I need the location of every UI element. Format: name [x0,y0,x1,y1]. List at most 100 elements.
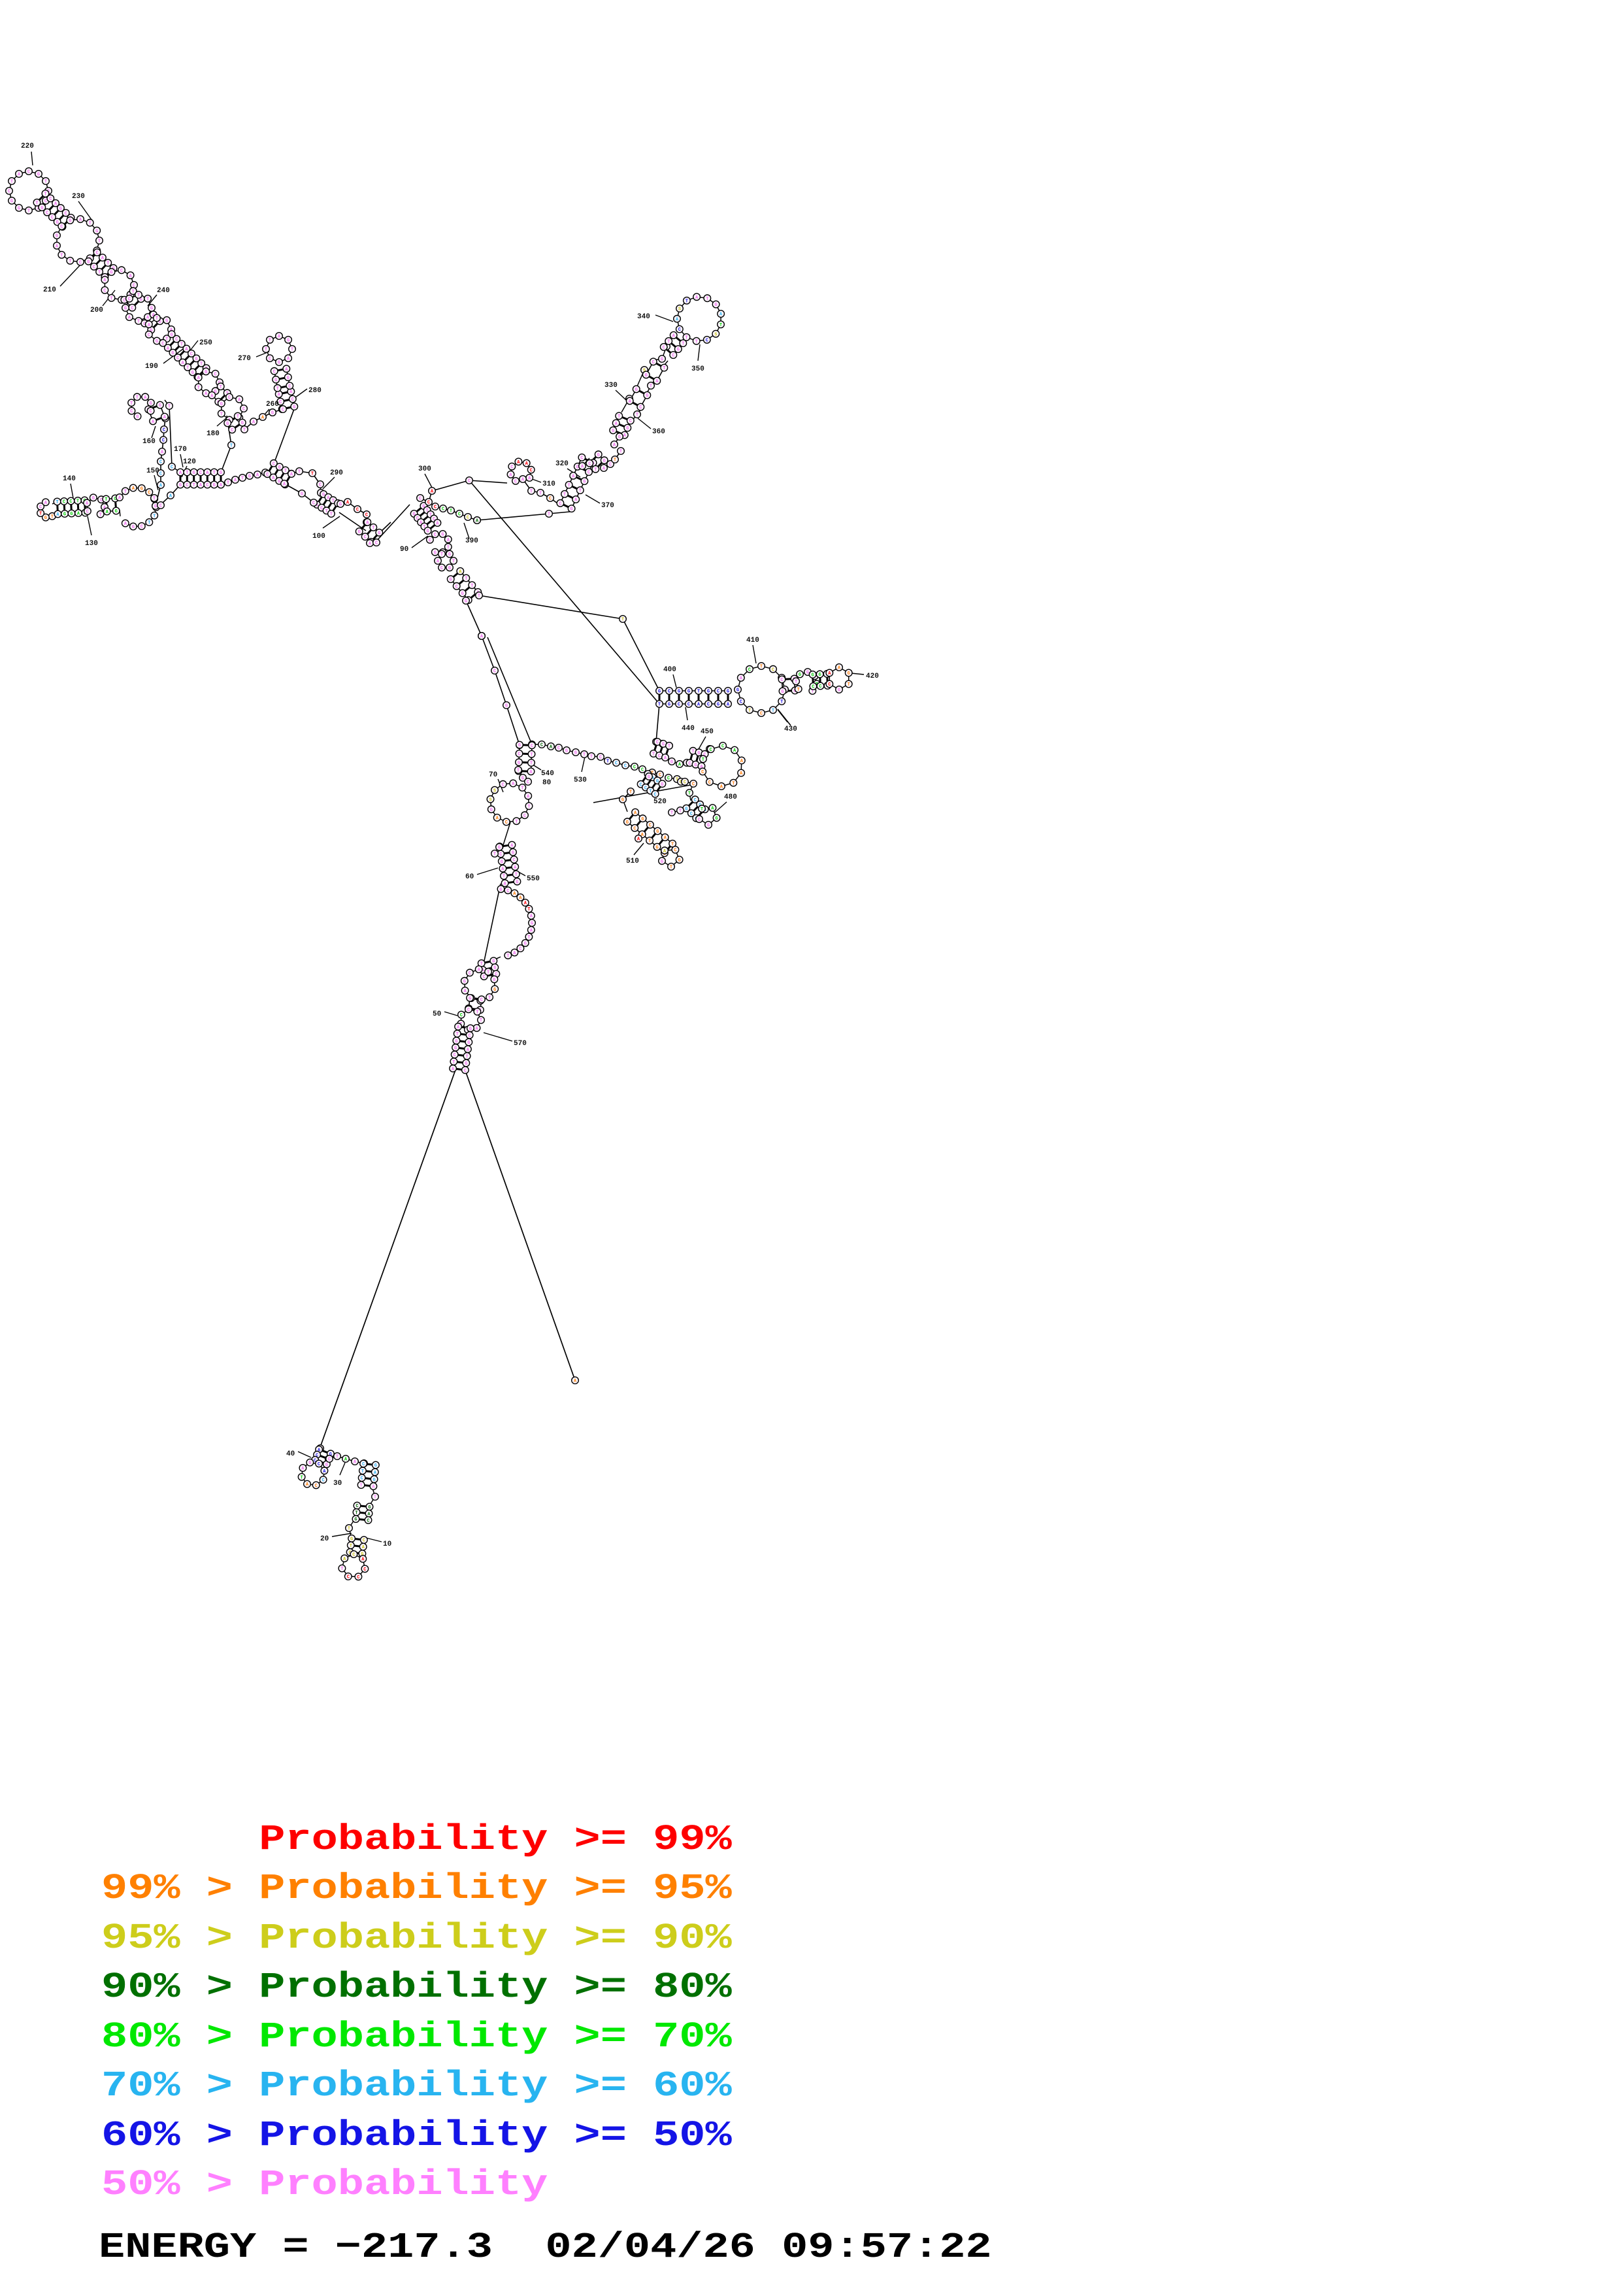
svg-text:C: C [458,512,461,518]
svg-text:G: G [518,761,520,766]
svg-text:T: T [670,811,673,816]
svg-text:G: G [274,378,277,383]
svg-text:G: G [434,550,437,556]
svg-text:G: G [37,173,40,178]
svg-text:130: 130 [85,540,98,548]
svg-text:C: C [273,369,276,374]
svg-text:G: G [87,260,90,265]
svg-text:C: C [361,1476,363,1482]
svg-text:C: C [483,975,486,980]
svg-text:440: 440 [682,725,695,733]
svg-text:C: C [367,1519,369,1524]
svg-text:350: 350 [691,365,704,373]
svg-text:410: 410 [746,637,759,644]
svg-text:T: T [465,1054,468,1059]
svg-text:T: T [146,297,149,303]
svg-text:T: T [291,348,293,353]
svg-text:G: G [205,370,207,375]
svg-text:T: T [478,594,480,599]
svg-text:C: C [347,1575,350,1580]
svg-text:T: T [220,385,222,390]
svg-text:G: G [241,421,244,426]
svg-text:T: T [471,584,473,589]
svg-text:530: 530 [574,776,587,784]
svg-text:G: G [490,808,493,813]
svg-text:C: C [427,501,430,506]
svg-text:T: T [702,757,704,763]
svg-text:G: G [717,703,719,708]
svg-text:G: G [95,229,98,234]
svg-text:T: T [539,491,542,497]
svg-text:G: G [220,471,222,476]
svg-text:T: T [521,786,523,791]
svg-text:C: C [288,384,291,390]
svg-text:T: T [361,1469,364,1474]
svg-text:G: G [374,1463,377,1469]
svg-text:C: C [440,566,443,571]
svg-text:G: G [159,403,161,408]
svg-text:G: G [248,474,251,480]
svg-text:C: C [46,210,48,216]
svg-text:T: T [780,700,783,705]
svg-text:C: C [615,761,618,767]
svg-text:170: 170 [174,446,187,454]
svg-text:T: T [663,366,665,371]
svg-text:C: C [199,471,202,476]
svg-text:T: T [732,781,735,786]
svg-text:T: T [340,1567,343,1572]
svg-text:G: G [565,749,568,754]
svg-text:G: G [141,487,143,492]
svg-text:C: C [812,685,814,690]
svg-text:T: T [98,271,101,276]
svg-text:T: T [359,1484,362,1489]
svg-text:C: C [123,298,125,303]
svg-text:C: C [540,743,543,748]
svg-text:520: 520 [653,798,667,806]
svg-text:T: T [686,299,688,305]
svg-text:C: C [315,1484,318,1489]
svg-text:310: 310 [542,480,555,488]
svg-text:390: 390 [465,537,478,545]
svg-text:260: 260 [266,401,279,408]
svg-text:G: G [18,207,20,212]
svg-text:C: C [464,1069,467,1074]
svg-text:C: C [672,354,674,359]
svg-text:G: G [655,845,658,850]
svg-text:C: C [480,998,483,1003]
svg-text:G: G [707,824,710,829]
svg-text:C: C [8,190,10,195]
svg-text:T: T [156,316,158,322]
svg-text:T: T [148,521,150,526]
svg-text:C: C [641,768,644,773]
svg-text:430: 430 [784,725,797,733]
svg-text:T: T [336,1455,339,1460]
svg-text:C: C [678,327,681,333]
svg-text:T: T [51,514,54,520]
svg-text:T: T [89,221,91,226]
svg-text:C: C [692,782,695,788]
svg-text:230: 230 [72,193,85,201]
svg-text:T: T [567,484,570,489]
svg-text:C: C [721,744,724,750]
svg-text:ENERGY = −217.3 02/04/26 09:5: ENERGY = −217.3 02/04/26 09:57:22 [99,2227,992,2268]
svg-text:T: T [447,545,450,550]
svg-text:G: G [641,817,644,822]
svg-text:T: T [493,852,496,857]
svg-text:510: 510 [626,857,639,865]
svg-text:T: T [193,483,195,488]
svg-text:270: 270 [238,355,251,363]
svg-text:G: G [499,888,502,893]
svg-text:T: T [186,366,189,371]
svg-text:210: 210 [43,286,56,294]
svg-text:C: C [79,260,82,265]
svg-text:G: G [469,997,471,1002]
svg-text:C: C [460,1013,463,1018]
svg-text:T: T [530,752,533,757]
svg-text:G: G [278,361,280,366]
svg-text:C: C [356,508,359,513]
svg-text:280: 280 [308,387,322,395]
svg-text:C: C [63,500,65,505]
svg-text:T: T [618,414,620,420]
svg-text:C: C [510,465,513,470]
svg-text:T: T [330,512,333,518]
